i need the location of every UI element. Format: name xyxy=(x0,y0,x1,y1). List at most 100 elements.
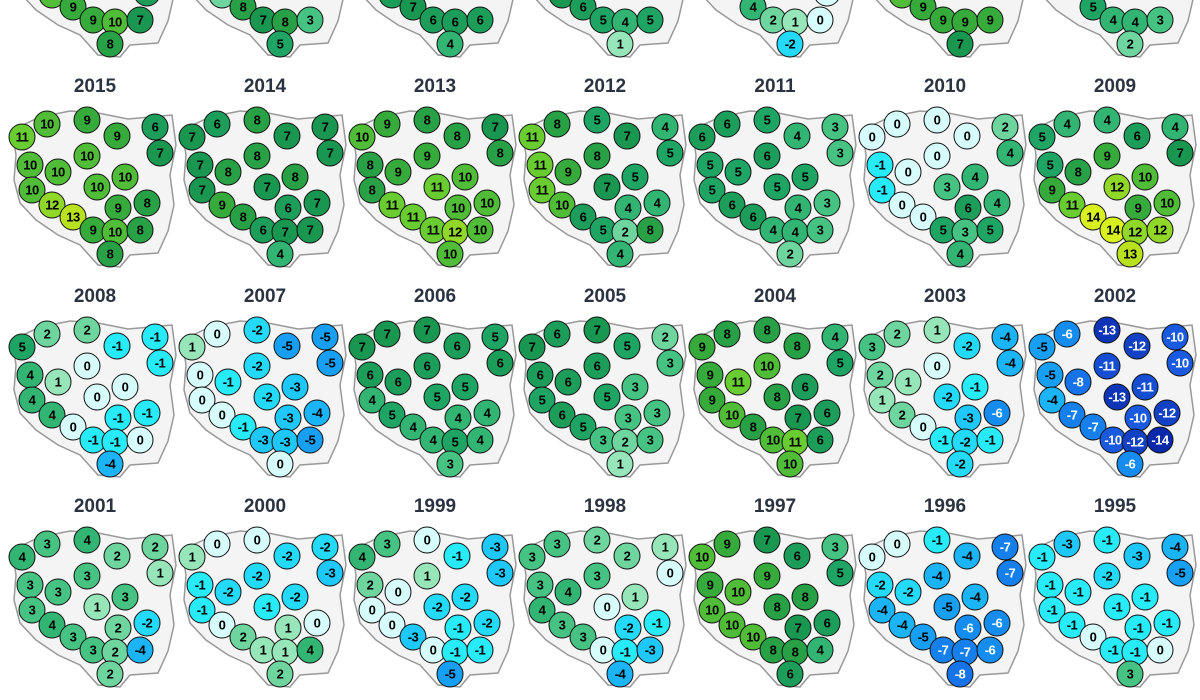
year-label: 2013 xyxy=(414,76,456,97)
station-circle xyxy=(378,611,406,639)
station-value: -4 xyxy=(615,667,627,682)
station-value: 7 xyxy=(594,323,601,338)
station-circle xyxy=(791,583,819,611)
station-value: 4 xyxy=(277,247,285,262)
station-circle xyxy=(976,6,1004,34)
station-circle xyxy=(141,113,169,141)
station-value: 9 xyxy=(709,393,716,408)
station-value: 6 xyxy=(285,201,292,216)
station-value: 6 xyxy=(395,375,402,390)
station-value: 4 xyxy=(1110,13,1118,28)
station-value: -12 xyxy=(1128,339,1146,354)
station-map: 1995 -1 -3 -1 -3 -4 -5 -1 -1 -2 -1 -1 -1 -1 0 -1 -1 -1 -1 0… xyxy=(1028,496,1197,688)
station-value: 0 xyxy=(1157,643,1164,658)
station-circle xyxy=(569,623,597,651)
year-label: 2004 xyxy=(754,286,797,307)
station-value: 0 xyxy=(219,408,226,423)
station-value: 6 xyxy=(699,130,706,145)
station-circle xyxy=(961,583,989,611)
station-value: 9 xyxy=(219,198,226,213)
station-circle xyxy=(583,316,611,344)
station-value: -4 xyxy=(1005,356,1017,371)
station-circle xyxy=(1028,543,1056,571)
station-value: 10 xyxy=(555,198,569,213)
station-circle xyxy=(889,0,915,9)
station-value: -1 xyxy=(1102,533,1113,548)
station-value: 2 xyxy=(367,578,374,593)
station-circle xyxy=(883,320,911,348)
station-value: 8 xyxy=(254,113,261,128)
station-circle xyxy=(888,191,916,219)
station-circle xyxy=(569,203,597,231)
station-circle xyxy=(373,320,401,348)
station-value: 4 xyxy=(84,533,92,548)
station-circle xyxy=(806,636,834,664)
station-circle xyxy=(688,543,716,571)
station-value: 0 xyxy=(277,457,284,472)
station-value: 0 xyxy=(219,618,226,633)
station-value: 10 xyxy=(766,433,780,448)
station-circle xyxy=(316,559,344,587)
station-value: 4 xyxy=(770,223,778,238)
station-value: 0 xyxy=(964,129,971,144)
station-circle xyxy=(436,660,464,688)
station-value: 0 xyxy=(1090,630,1097,645)
station-value: 5 xyxy=(1090,0,1097,15)
station-value: -2 xyxy=(432,600,443,615)
station-circle xyxy=(1131,583,1159,611)
station-value: 5 xyxy=(709,183,716,198)
station-value: 3 xyxy=(1127,667,1134,682)
station-circle xyxy=(1093,142,1121,170)
station-value: 4 xyxy=(654,196,662,211)
station-circle xyxy=(413,562,441,590)
station-circle xyxy=(946,450,974,478)
station-circle xyxy=(1153,189,1181,217)
station-value: -1 xyxy=(1045,578,1056,593)
station-circle xyxy=(976,426,1004,454)
station-circle xyxy=(1038,596,1066,624)
station-circle xyxy=(1161,323,1189,351)
station-value: -5 xyxy=(1045,368,1056,383)
station-value: 3 xyxy=(44,537,51,552)
station-value: 0 xyxy=(894,117,901,132)
station-circle xyxy=(991,323,1019,351)
station-value: 9 xyxy=(987,13,994,28)
station-value: 0 xyxy=(314,616,321,631)
station-value: -3 xyxy=(283,411,294,426)
station-value: 13 xyxy=(66,210,80,225)
station-value: 10 xyxy=(80,149,94,164)
station-circle xyxy=(1064,158,1092,186)
station-value: 5 xyxy=(389,408,396,423)
station-value: 1 xyxy=(189,340,196,355)
station-value: 0 xyxy=(824,0,831,1)
station-circle xyxy=(33,320,61,348)
station-circle xyxy=(739,413,767,441)
station-circle xyxy=(613,542,641,570)
station-circle xyxy=(18,596,46,624)
station-value: 5 xyxy=(600,13,607,28)
station-value: 6 xyxy=(764,149,771,164)
station-value: 6 xyxy=(477,13,484,28)
station-circle xyxy=(991,533,1019,561)
station-value: 5 xyxy=(667,146,674,161)
station-value: 4 xyxy=(49,408,57,423)
station-value: 9 xyxy=(84,113,91,128)
station-circle xyxy=(466,426,494,454)
station-value: -1 xyxy=(1108,643,1119,658)
station-value: 4 xyxy=(410,420,418,435)
station-circle xyxy=(1131,163,1159,191)
station-value: 4 xyxy=(994,196,1002,211)
station-value: 10 xyxy=(118,170,132,185)
station-circle xyxy=(593,593,621,621)
station-circle xyxy=(243,562,271,590)
station-circle xyxy=(548,611,576,639)
station-value: -12 xyxy=(1126,435,1144,450)
station-value: 2 xyxy=(152,540,159,555)
station-value: 2 xyxy=(622,435,629,450)
station-circle xyxy=(481,113,509,141)
station-circle xyxy=(1116,450,1144,478)
station-circle xyxy=(243,142,271,170)
station-value: -10 xyxy=(1171,356,1189,371)
